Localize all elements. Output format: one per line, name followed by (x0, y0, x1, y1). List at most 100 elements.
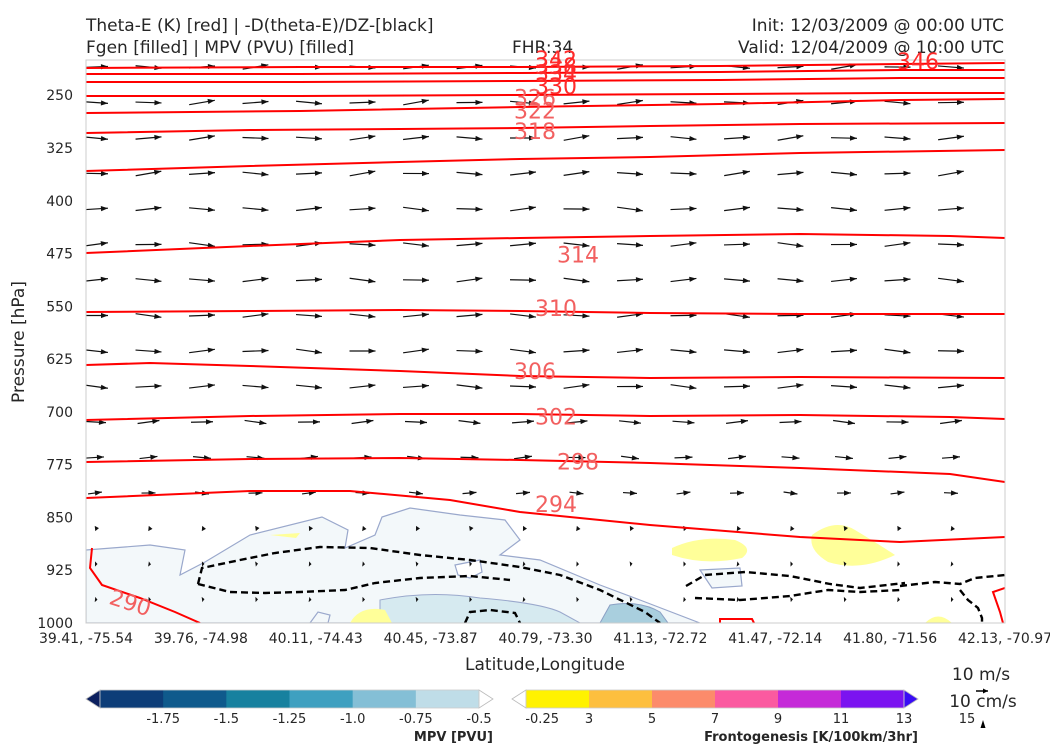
wind-vector (135, 169, 162, 177)
wind-vector (242, 348, 269, 354)
mpv-fill-region (379, 593, 581, 623)
wind-vector (408, 490, 424, 496)
wind-vector (834, 455, 854, 461)
wind-vector (522, 596, 526, 603)
wind-vector (456, 99, 483, 106)
wind-vector (777, 347, 804, 354)
theta-e-label: 294 (535, 493, 577, 518)
wind-vector (189, 347, 215, 354)
wind-vector (402, 170, 430, 177)
colorbar-segment (289, 690, 354, 708)
wind-vector (736, 596, 740, 603)
wind-vector (940, 418, 962, 425)
wind-vector (629, 525, 634, 532)
wind-vector (87, 490, 103, 496)
wind-vector (135, 100, 162, 106)
x-tick-label: 41.47, -72.14 (728, 631, 822, 647)
wind-vector (563, 347, 590, 354)
wind-key-h-arrowhead (983, 688, 988, 694)
y-tick-label: 775 (46, 458, 73, 474)
wind-vector (509, 100, 537, 106)
plot-area (86, 62, 1005, 623)
wind-vector (937, 242, 965, 248)
wind-vector (683, 561, 686, 567)
wind-vector (295, 277, 323, 283)
theta-e-contours (86, 62, 1005, 623)
wind-vector (781, 455, 800, 461)
title-left-line1: Theta-E (K) [red] | -D(theta-E)/DZ-[blac… (86, 16, 434, 36)
wind-vector (242, 276, 269, 283)
wind-vector (617, 99, 643, 106)
theta-e-label: 318 (514, 120, 556, 145)
wind-vector (724, 169, 750, 177)
y-tick-label: 625 (46, 352, 73, 368)
wind-vector (456, 171, 483, 177)
wind-vector (670, 241, 697, 247)
wind-vector (189, 383, 215, 389)
wind-vector (937, 99, 965, 106)
theta-e-line (86, 69, 1005, 75)
wind-vector (897, 596, 900, 603)
wind-vector (836, 490, 852, 496)
wind-vector (403, 242, 429, 248)
wind-vector (830, 241, 858, 248)
wind-vector (629, 596, 633, 603)
wind-vector (308, 596, 312, 603)
colorbar-segment (163, 690, 227, 708)
wind-vector (522, 525, 527, 532)
wind-vector (618, 419, 642, 426)
colorbar-tick-label: 15 (959, 712, 976, 727)
wind-vector (509, 277, 537, 283)
wind-vector (148, 525, 153, 532)
wind-vector (403, 206, 429, 213)
init-time: Init: 12/03/2009 @ 00:00 UTC (751, 16, 1004, 36)
colorbar-segment (100, 690, 164, 708)
wind-vector (242, 206, 269, 213)
colorbar-segment (226, 690, 290, 708)
wind-vector (415, 561, 419, 567)
wind-vector (616, 242, 644, 248)
wind-vector (456, 276, 483, 283)
wind-vector (831, 276, 857, 283)
dthetae-dz-line (685, 570, 906, 590)
theta-e-line (86, 308, 1005, 315)
wind-vector (779, 419, 802, 425)
theta-e-line (86, 456, 1005, 483)
wind-vector (514, 454, 532, 460)
wind-vector (135, 205, 162, 212)
wind-vector (86, 419, 107, 425)
dthetae-dz-line (463, 608, 522, 623)
filled-contours (86, 507, 952, 623)
wind-vector (135, 241, 162, 248)
wind-vector (349, 242, 376, 248)
wind-vector (403, 134, 429, 141)
wind-vector (884, 135, 911, 142)
colorbar-tick-label: -1.0 (340, 712, 365, 727)
fgen-colorbar-label: Frontogenesis [K/100km/3hr] (704, 730, 918, 745)
wind-vector (349, 313, 376, 319)
wind-vector (616, 171, 644, 177)
wind-vector (783, 490, 798, 496)
wind-vector (201, 525, 206, 532)
wind-vector (308, 561, 312, 567)
y-axis-ticks: 250 325 400 475 550 625 700 775 850 925 1000 (37, 88, 73, 632)
mpv-colorbar-label: MPV [PVU] (414, 730, 493, 745)
wind-vector (362, 596, 365, 603)
wind-vector (950, 561, 954, 567)
y-tick-label: 925 (46, 563, 73, 579)
colorbar-tick-label: -1.75 (146, 712, 180, 727)
wind-vector (255, 561, 258, 567)
wind-vector (297, 419, 321, 425)
wind-vector (736, 561, 740, 567)
wind-vector (723, 134, 751, 141)
wind-vector (403, 347, 429, 354)
theta-e-label: 298 (557, 451, 599, 476)
wind-vector (139, 454, 158, 460)
wind-vector (937, 348, 965, 354)
wind-vector (831, 171, 857, 177)
wind-vector (616, 383, 644, 390)
colorbar-extend-low (511, 689, 527, 709)
wind-vector (295, 135, 323, 141)
wind-vector (510, 348, 536, 355)
wind-vector (349, 99, 376, 105)
